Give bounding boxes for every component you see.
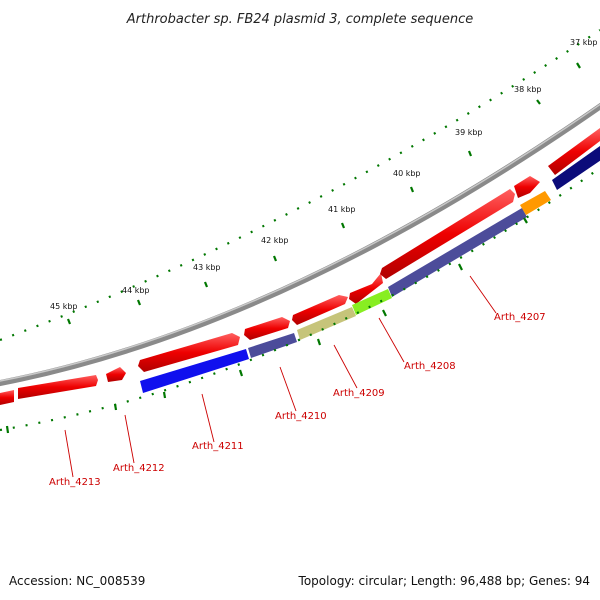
tick-label-44kbp: 44 kbp: [122, 286, 150, 295]
gene-forward: [514, 176, 540, 198]
gene-forward: [292, 295, 348, 325]
gene-forward: [106, 367, 126, 382]
gene-label-arth-4213: Arth_4213: [49, 477, 101, 488]
gene-label-leaders: [64, 275, 497, 478]
accession-text: Accession: NC_008539: [9, 574, 146, 588]
inner-major-ticks: [5, 217, 528, 434]
plasmid-backbone: [0, 102, 600, 387]
tick-label-37kbp: 37 kbp: [570, 38, 598, 47]
gene-navy-bar: [552, 146, 600, 190]
tick-label-41kbp: 41 kbp: [328, 205, 356, 214]
gene-forward: [138, 333, 240, 372]
reverse-strand-genes: [140, 146, 600, 393]
gene-arth-4208-bar: [352, 289, 392, 315]
gene-label-arth-4212: Arth_4212: [113, 463, 165, 474]
tick-label-43kbp: 43 kbp: [193, 263, 221, 272]
gene-label-arth-4209: Arth_4209: [333, 388, 385, 399]
gene-label-arth-4210: Arth_4210: [275, 411, 327, 422]
gene-label-arth-4211: Arth_4211: [192, 441, 244, 452]
gene-orange-bar: [520, 191, 551, 215]
tick-label-38kbp: 38 kbp: [514, 85, 542, 94]
tick-label-45kbp: 45 kbp: [50, 302, 78, 311]
outer-tick-ring: [0, 29, 600, 342]
gene-arth-4207-bar: [388, 208, 527, 297]
gene-forward: [349, 273, 383, 304]
topology-summary-text: Topology: circular; Length: 96,488 bp; G…: [298, 574, 590, 588]
tick-label-42kbp: 42 kbp: [261, 236, 289, 245]
gene-forward: [244, 317, 290, 340]
gene-label-arth-4208: Arth_4208: [404, 361, 456, 372]
gene-label-arth-4207: Arth_4207: [494, 312, 546, 323]
gene-forward: [0, 390, 14, 405]
gene-arth-4210-bar: [248, 333, 297, 358]
forward-strand-genes: [0, 128, 600, 405]
gene-arth-4209-bar: [297, 307, 356, 340]
gene-forward: [18, 375, 98, 399]
gene-arth-4211-bar: [140, 349, 249, 393]
gene-forward: [380, 189, 515, 279]
tick-label-40kbp: 40 kbp: [393, 169, 421, 178]
gene-forward: [548, 128, 600, 175]
inner-tick-ring: [0, 167, 600, 432]
tick-label-39kbp: 39 kbp: [455, 128, 483, 137]
map-title: Arthrobacter sp. FB24 plasmid 3, complet…: [126, 12, 473, 27]
outer-major-ticks: [66, 62, 581, 325]
